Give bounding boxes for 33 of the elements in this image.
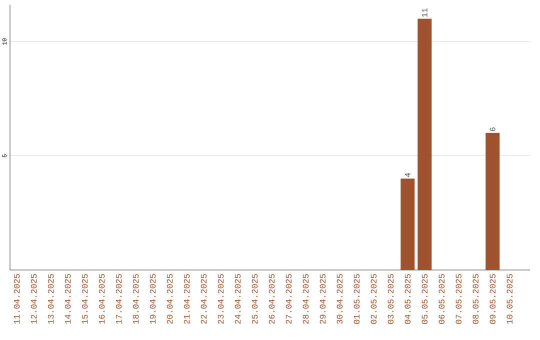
x-tick-label: 06.05.2025 (438, 274, 445, 324)
x-tick-label: 01.05.2025 (354, 274, 360, 324)
x-tick-label: 15.04.2025 (82, 274, 88, 324)
x-tick-label: 24.04.2025 (234, 274, 241, 324)
bar (400, 178, 415, 270)
x-tick-label: 30.04.2025 (336, 274, 343, 324)
x-tick-label: 03.05.2025 (388, 274, 394, 324)
x-tick-label: 23.04.2025 (218, 274, 224, 324)
x-tick-label: 27.04.2025 (286, 274, 292, 324)
x-tick-label: 22.04.2025 (200, 274, 207, 324)
x-tick-label: 16.04.2025 (98, 274, 105, 324)
x-tick-label: 17.04.2025 (116, 274, 122, 324)
x-tick-label: 28.04.2025 (302, 274, 309, 324)
x-tick-label: 29.04.2025 (320, 274, 326, 324)
x-tick-label: 02.05.2025 (370, 274, 377, 324)
x-tick-label: 12.04.2025 (30, 274, 37, 324)
x-tick-label: 14.04.2025 (64, 274, 71, 324)
x-tick-label: 19.04.2025 (150, 274, 156, 324)
x-tick-label: 13.04.2025 (48, 274, 54, 324)
bar (486, 132, 500, 270)
bar (418, 18, 432, 270)
x-tick-label: 05.05.2025 (422, 274, 428, 324)
x-tick-label: 10.05.2025 (506, 274, 512, 324)
x-tick-label: 26.04.2025 (268, 274, 275, 324)
x-tick-label: 20.04.2025 (166, 274, 173, 324)
x-tick-label: 25.04.2025 (252, 274, 258, 324)
x-tick-label: 09.05.2025 (490, 274, 496, 324)
x-tick-label: 11.04.2025 (14, 274, 20, 324)
x-tick-label: 18.04.2025 (132, 274, 139, 324)
x-tick-label: 08.05.2025 (472, 274, 478, 324)
x-tick-label: 04.05.2025 (404, 274, 411, 324)
x-tick-label: 21.04.2025 (184, 274, 190, 324)
x-tick-label: 07.05.2025 (456, 274, 462, 324)
